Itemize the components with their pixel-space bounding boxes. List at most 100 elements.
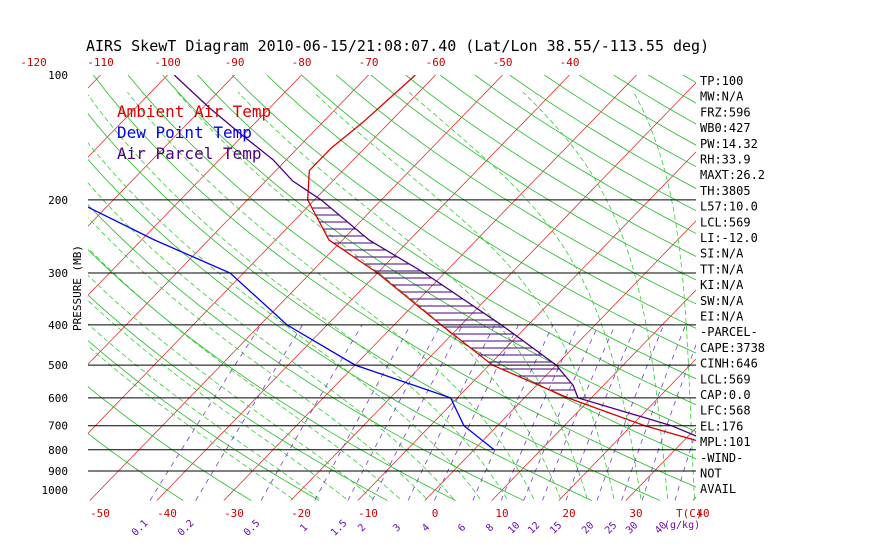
moist-adiabat-line (88, 142, 481, 500)
mixing-ratio-tick-label: 12 (526, 520, 542, 536)
isotherm-line (88, 75, 436, 434)
dry-adiabat-line (197, 75, 696, 406)
mixing-ratio-tick-label: 10 (506, 520, 522, 536)
bottom-temp-tick-label: 20 (562, 507, 575, 520)
dry-adiabat-line (301, 75, 696, 329)
mixing-ratio-unit-label: (g/kg) (664, 520, 700, 531)
stat-item: TH:3805 (700, 184, 751, 198)
moist-adiabat-line (88, 323, 320, 500)
bottom-temp-tick-label: -30 (224, 507, 244, 520)
isotherm-line (827, 75, 870, 501)
pressure-tick-label: 300 (48, 267, 68, 280)
dry-adiabat-line (822, 75, 870, 501)
mixing-ratio-line (260, 324, 363, 501)
isotherm-line (88, 75, 369, 365)
stat-item: RH:33.9 (700, 153, 751, 167)
pressure-tick-label: 400 (48, 319, 68, 332)
moist-adiabat-line (88, 274, 374, 500)
bottom-temp-tick-label: 0 (432, 507, 439, 520)
mixing-ratio-tick-label: 30 (624, 520, 640, 536)
mixing-ratio-tick-label: 15 (548, 520, 564, 536)
isotherm-line (88, 75, 302, 296)
moist-adiabat-line (88, 247, 400, 500)
stat-item: PW:14.32 (700, 137, 758, 151)
top-temp-tick-label: -120 (20, 56, 47, 69)
mixing-ratio-tick-label: 20 (580, 520, 596, 536)
mixing-ratio-line (149, 324, 262, 501)
stat-item: WB0:427 (700, 121, 751, 135)
stat-item: MPL:101 (700, 435, 751, 449)
stat-item: EL:176 (700, 419, 743, 433)
stat-item: KI:N/A (700, 278, 744, 292)
mixing-ratio-tick-label: 2 (356, 522, 368, 534)
stat-item: -WIND- (700, 451, 743, 465)
stat-item: CAP:0.0 (700, 388, 751, 402)
stat-item: L57:10.0 (700, 200, 758, 214)
top-temp-tick-label: -100 (154, 56, 181, 69)
stat-item: TT:N/A (700, 262, 744, 276)
legend-entry: Dew Point Temp (117, 123, 252, 142)
isotherm-line (760, 75, 870, 501)
mixing-ratio-tick-label: 3 (391, 522, 403, 534)
moist-adiabat-line (127, 91, 535, 499)
pressure-tick-label: 1000 (42, 484, 69, 497)
mixing-ratio-tick-label: 0.5 (242, 518, 263, 539)
moist-adiabat-line (88, 217, 427, 500)
series-line (173, 75, 696, 437)
pressure-tick-label: 700 (48, 420, 68, 433)
mixing-ratio-line (472, 324, 554, 501)
pressure-tick-label: 800 (48, 444, 68, 457)
stat-item: LCL:569 (700, 215, 751, 229)
stat-item: MW:N/A (700, 90, 744, 104)
bottom-temp-tick-label: -40 (157, 507, 177, 520)
legend-entry: Air Parcel Temp (117, 144, 262, 163)
mixing-ratio-tick-label: 0.1 (130, 518, 151, 539)
bottom-temp-tick-label: -50 (90, 507, 110, 520)
dry-adiabat-line (162, 75, 696, 432)
moist-adiabat-line (408, 91, 642, 499)
top-temp-tick-label: -80 (292, 56, 312, 69)
moist-adiabat-line (88, 182, 454, 500)
mixing-ratio-line (596, 324, 665, 501)
legend: Ambient Air Temp Dew Point Temp Air Parcel… (117, 102, 271, 163)
dry-adiabat-line (474, 75, 696, 212)
isotherm-line (88, 75, 101, 89)
stat-item: AVAIL (700, 482, 736, 496)
chart-title: AIRS SkewT Diagram 2010-06-15/21:08:07.4… (86, 37, 709, 55)
isotherm-line (223, 75, 637, 501)
dry-adiabat-line (231, 75, 696, 380)
sounding-curves (88, 75, 696, 451)
series-line (88, 206, 495, 451)
moist-adiabat-line (88, 300, 347, 500)
mixing-ratio-line (347, 324, 442, 501)
moist-adiabat-line (522, 91, 669, 499)
stat-item: -PARCEL- (700, 325, 758, 339)
mixing-ratio-tick-label: 6 (456, 522, 468, 534)
bottom-temp-tick-label: -10 (358, 507, 378, 520)
bottom-temp-tick-label: -20 (291, 507, 311, 520)
top-temp-tick-label: -50 (493, 56, 513, 69)
moist-adiabat-line (237, 91, 588, 499)
mixing-ratio-line (407, 324, 496, 501)
mixing-ratio-line (621, 324, 686, 501)
cape-hatch (311, 207, 575, 391)
stat-item: MAXT:26.2 (700, 168, 765, 182)
dry-adiabat-line (405, 75, 696, 257)
stat-item: FRZ:596 (700, 105, 751, 119)
top-temp-tick-label: -110 (87, 56, 114, 69)
pressure-tick-label: 200 (48, 194, 68, 207)
stat-item: LCL:569 (700, 372, 751, 386)
mixing-ratio-tick-label: 4 (420, 522, 432, 534)
mixing-ratio-line (195, 324, 303, 501)
mixing-ratio-tick-label: 1.5 (329, 518, 350, 539)
top-temp-tick-label: -60 (426, 56, 446, 69)
dry-adiabat-line (787, 75, 870, 501)
mixing-ratio-tick-label: 25 (603, 520, 619, 536)
isotherm-line (0, 75, 34, 501)
mixing-ratio-tick-label: 1 (298, 522, 310, 534)
x-axis-label: T(C) (676, 507, 703, 520)
isobars (88, 199, 696, 472)
stat-item: SW:N/A (700, 294, 744, 308)
